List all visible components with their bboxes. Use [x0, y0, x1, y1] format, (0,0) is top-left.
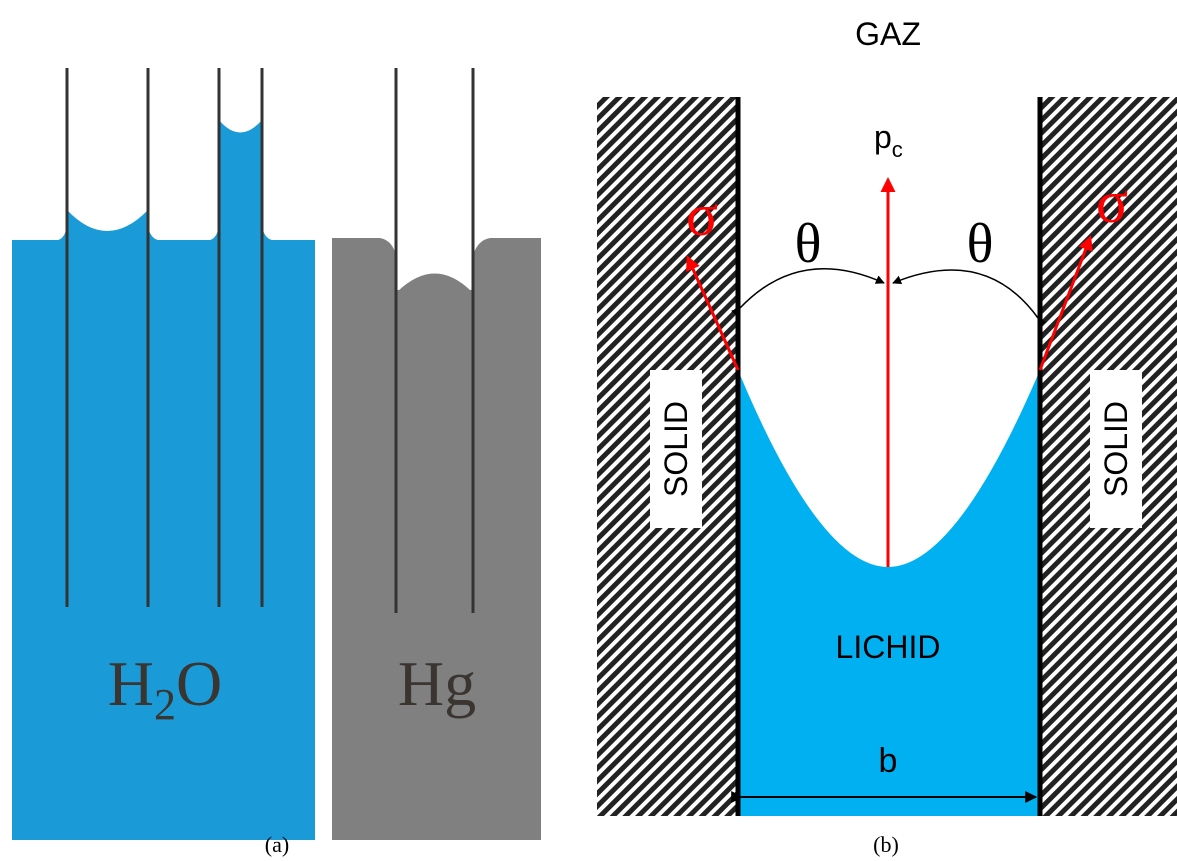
label-main: p	[874, 119, 892, 155]
label-end: O	[176, 648, 222, 719]
label-sub: c	[892, 137, 903, 162]
water-panel: H2O	[12, 68, 315, 840]
pressure-label: pc	[874, 119, 903, 162]
caption: (b)	[873, 832, 899, 857]
solid-label: SOLID	[1098, 401, 1134, 497]
width-label: b	[879, 742, 898, 780]
angle-label: θ	[967, 213, 994, 275]
capillary-panel: GAZ pc θ θ σ σ SOLID SOLID LICHID b	[597, 16, 1177, 816]
tension-label: σ	[686, 182, 718, 248]
tension-label: σ	[1096, 169, 1128, 235]
mercury-panel: Hg	[332, 68, 541, 840]
label-main: H	[108, 648, 154, 719]
liquid-label: LICHID	[836, 629, 941, 665]
mercury-label: Hg	[398, 648, 476, 719]
gas-label: GAZ	[855, 16, 921, 52]
caption: (a)	[265, 832, 289, 857]
label-sub: 2	[154, 680, 176, 729]
angle-label: θ	[795, 213, 822, 275]
solid-label: SOLID	[658, 401, 694, 497]
diagram: H2O Hg (a) GAZ pc θ θ σ σ SOLID SOLID LI…	[0, 0, 1177, 861]
